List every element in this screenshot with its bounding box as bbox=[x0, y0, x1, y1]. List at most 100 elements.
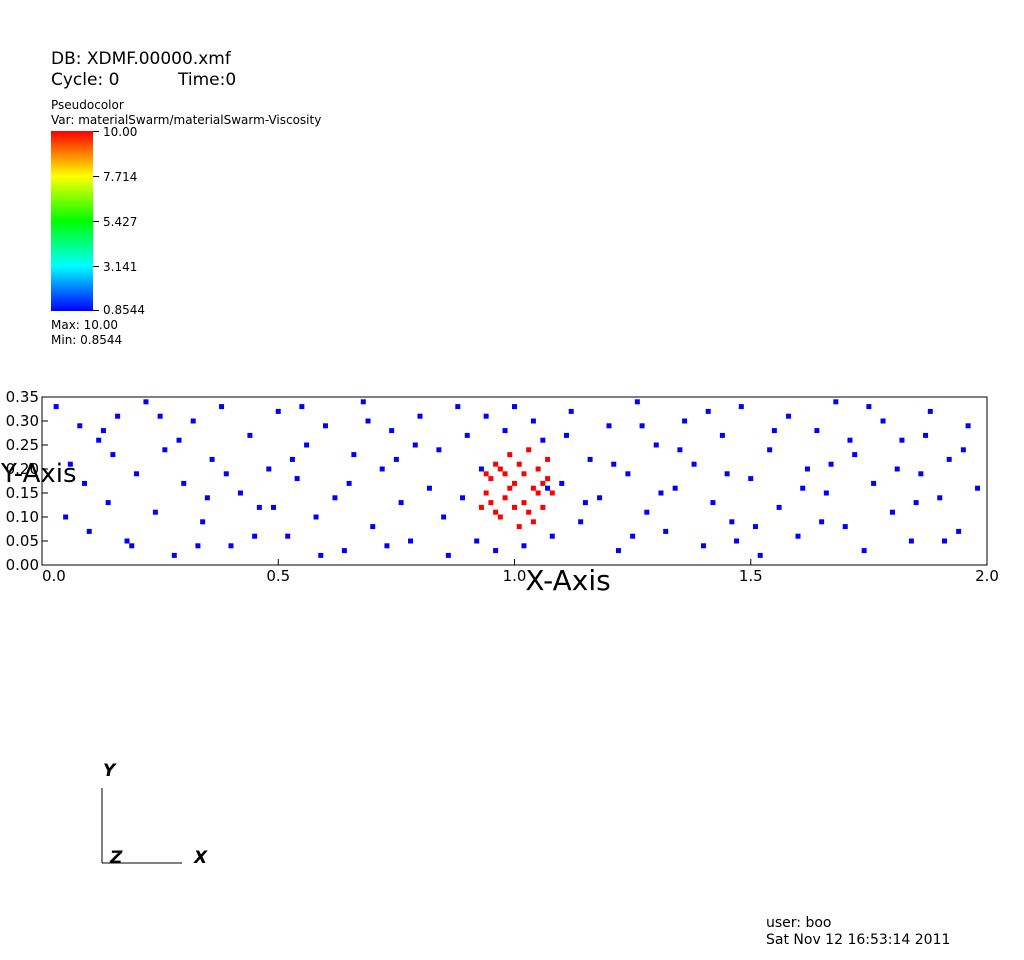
scatter-point bbox=[530, 519, 536, 525]
scatter-point bbox=[871, 480, 877, 486]
scatter-point bbox=[441, 514, 447, 520]
scatter-point bbox=[795, 533, 801, 539]
scatter-point bbox=[521, 471, 527, 477]
scatter-point bbox=[937, 495, 943, 501]
scatter-point bbox=[663, 528, 669, 534]
legend-tick-label: 10.00 bbox=[103, 125, 138, 139]
scatter-point bbox=[318, 552, 324, 558]
scatter-point bbox=[597, 495, 603, 501]
y-tick-label: 0.00 bbox=[6, 556, 39, 574]
scatter-point bbox=[630, 533, 636, 539]
scatter-point bbox=[285, 533, 291, 539]
scatter-point bbox=[507, 485, 513, 491]
scatter-point bbox=[521, 500, 527, 506]
scatter-point bbox=[478, 504, 484, 510]
scatter-point bbox=[360, 399, 366, 405]
scatter-point bbox=[252, 533, 258, 539]
legend-min: Min: 0.8544 bbox=[51, 333, 123, 347]
scatter-point bbox=[677, 447, 683, 453]
x-tick-label: 0.5 bbox=[266, 567, 290, 585]
scatter-point bbox=[578, 519, 584, 525]
scatter-point bbox=[899, 437, 905, 443]
scatter-point bbox=[908, 538, 914, 544]
scatter-point bbox=[332, 495, 338, 501]
scatter-point bbox=[493, 509, 499, 515]
scatter-point bbox=[341, 548, 347, 554]
scatter-point bbox=[611, 461, 617, 467]
scatter-point bbox=[615, 548, 621, 554]
scatter-point bbox=[389, 428, 395, 434]
scatter-point bbox=[393, 456, 399, 462]
y-tick-label: 0.10 bbox=[6, 508, 39, 526]
scatter-point bbox=[559, 480, 565, 486]
scatter-point bbox=[455, 404, 461, 410]
scatter-point bbox=[927, 408, 933, 414]
scatter-point bbox=[512, 504, 517, 510]
scatter-point bbox=[549, 490, 555, 496]
scatter-point bbox=[530, 418, 536, 424]
scatter-point bbox=[323, 423, 328, 429]
scatter-point bbox=[497, 466, 503, 472]
y-tick-label: 0.35 bbox=[6, 388, 39, 406]
scatter-point bbox=[767, 447, 773, 453]
scatter-point bbox=[975, 485, 981, 491]
scatter-point bbox=[639, 423, 645, 429]
scatter-point bbox=[436, 447, 442, 453]
y-tick-label: 0.05 bbox=[6, 532, 39, 550]
scatter-point bbox=[956, 528, 962, 534]
x-tick-label: 1.5 bbox=[739, 567, 763, 585]
scatter-point bbox=[365, 418, 371, 424]
scatter-point bbox=[823, 490, 829, 496]
scatter-point bbox=[143, 399, 149, 405]
scatter-point bbox=[171, 552, 177, 558]
scatter-point bbox=[493, 461, 499, 467]
scatter-point bbox=[82, 480, 88, 486]
scatter-point bbox=[771, 428, 777, 434]
scatter-point bbox=[918, 471, 924, 477]
legend-colorbar bbox=[51, 131, 93, 311]
scatter-point bbox=[672, 485, 678, 491]
scatter-point bbox=[237, 490, 243, 496]
scatter-point bbox=[861, 548, 867, 554]
scatter-point bbox=[960, 447, 966, 453]
scatter-point bbox=[115, 413, 121, 419]
scatter-point bbox=[634, 399, 640, 405]
triad-z-label: Z bbox=[109, 848, 123, 868]
y-tick-label: 0.25 bbox=[6, 436, 39, 454]
scatter-point bbox=[587, 456, 593, 462]
scatter-point bbox=[507, 452, 513, 458]
scatter-point bbox=[752, 524, 758, 530]
scatter-point bbox=[299, 404, 305, 410]
scatter-point bbox=[483, 471, 489, 477]
scatter-point bbox=[705, 408, 711, 414]
legend-tick-label: 0.8544 bbox=[103, 303, 145, 317]
cycle-label: Cycle: 0 bbox=[51, 70, 120, 90]
scatter-point bbox=[195, 543, 201, 549]
scatter-point bbox=[521, 543, 527, 549]
scatter-point bbox=[804, 466, 810, 472]
scatter-point bbox=[540, 504, 546, 510]
x-tick-label: 1.0 bbox=[503, 567, 527, 585]
scatter-point bbox=[748, 476, 754, 482]
scatter-point bbox=[77, 423, 83, 429]
scatter-point bbox=[502, 471, 508, 477]
scatter-point bbox=[738, 404, 744, 410]
scatter-point bbox=[545, 485, 551, 491]
scatter-point bbox=[460, 495, 466, 501]
legend-tick-label: 3.141 bbox=[103, 260, 138, 274]
scatter-point bbox=[129, 543, 135, 549]
scatter-point bbox=[483, 413, 489, 419]
scatter-point bbox=[152, 509, 158, 515]
scatter-point bbox=[176, 437, 182, 443]
scatter-point bbox=[852, 452, 858, 458]
y-tick-label: 0.15 bbox=[6, 484, 39, 502]
scatter-point bbox=[786, 413, 792, 419]
scatter-point bbox=[724, 471, 730, 477]
legend-tick-mark bbox=[93, 310, 99, 311]
scatter-point bbox=[814, 428, 820, 434]
scatter-point bbox=[563, 432, 569, 438]
scatter-point bbox=[200, 519, 206, 525]
scatter-point bbox=[776, 504, 782, 510]
y-axis-title: Y-Axis bbox=[0, 459, 77, 489]
scatter-point bbox=[701, 543, 706, 549]
